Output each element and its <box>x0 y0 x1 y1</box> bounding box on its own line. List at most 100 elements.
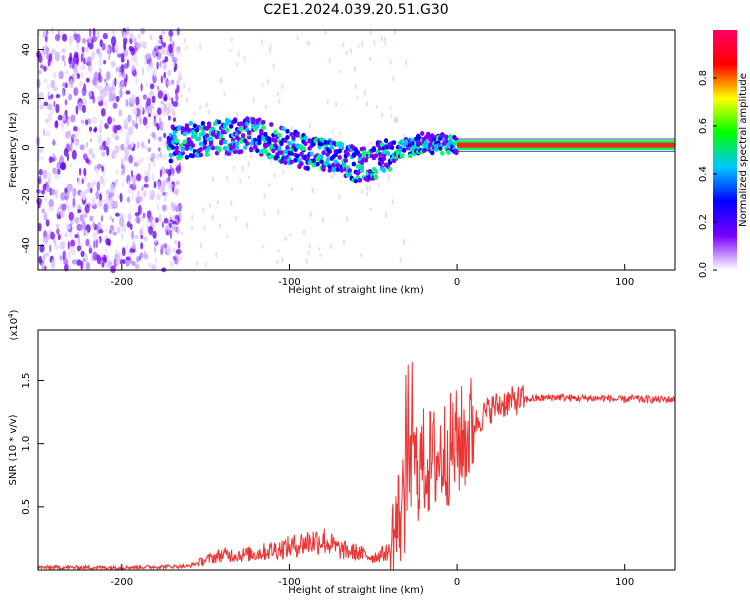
noise-speck <box>180 256 183 261</box>
noise-speck <box>73 87 79 96</box>
noise-speck <box>157 181 161 190</box>
noise-speck <box>109 183 115 194</box>
noise-speck <box>85 189 90 194</box>
noise-speck <box>61 122 64 131</box>
trace-speck <box>426 133 431 138</box>
trace-speck <box>293 147 298 152</box>
noise-speck <box>149 83 155 90</box>
noise-speck <box>62 82 66 88</box>
noise-speck <box>79 191 84 199</box>
noise-speck <box>137 159 142 166</box>
noise-speck <box>173 100 179 108</box>
trace-speck <box>391 140 397 146</box>
trace-speck <box>357 153 363 158</box>
noise-speck <box>43 101 49 107</box>
noise-speck <box>328 57 331 64</box>
noise-speck <box>261 82 264 87</box>
noise-speck <box>89 244 92 249</box>
noise-speck <box>167 92 170 99</box>
colorbar-tick-label: 0.6 <box>698 118 709 134</box>
trace-speck <box>172 129 177 135</box>
noise-speck <box>191 214 194 222</box>
trace-speck <box>383 138 389 144</box>
noise-speck <box>82 52 85 59</box>
noise-speck <box>121 181 125 187</box>
noise-speck <box>36 197 42 205</box>
colorbar-label: Normalized spectral amplitude <box>738 73 749 227</box>
noise-speck <box>162 204 167 212</box>
trace-speck <box>305 166 310 171</box>
trace-speck <box>222 139 228 145</box>
noise-speck <box>131 191 134 201</box>
noise-speck <box>160 75 163 84</box>
trace-speck <box>343 158 348 163</box>
noise-speck <box>38 54 43 64</box>
noise-speck <box>53 156 57 162</box>
noise-speck <box>82 208 85 215</box>
noise-speck <box>306 40 309 46</box>
noise-speck <box>172 224 177 233</box>
noise-speck <box>381 112 384 118</box>
noise-speck <box>291 186 294 192</box>
figure-title: C2E1.2024.039.20.51.G30 <box>263 2 448 18</box>
noise-speck <box>205 102 208 108</box>
trace-speck <box>289 159 294 165</box>
noise-speck <box>357 43 360 49</box>
snr-x-tick-label: 0 <box>454 577 460 588</box>
noise-speck <box>277 208 280 216</box>
trace-speck <box>283 160 288 166</box>
noise-speck <box>169 222 172 228</box>
noise-speck <box>80 250 85 258</box>
noise-speck <box>92 231 97 241</box>
trace-speck <box>184 154 190 160</box>
noise-speck <box>130 47 136 56</box>
noise-speck <box>84 229 88 236</box>
noise-speck <box>73 141 80 146</box>
colorbar-tick-label: 0.2 <box>698 214 709 230</box>
snr-panel: -200 -100 0 100 0.5 1.0 1.5 Height of straigh… <box>7 309 676 596</box>
snr-frame <box>37 329 676 571</box>
noise-speck <box>74 51 79 58</box>
noise-speck <box>155 217 159 224</box>
noise-speck <box>263 193 266 200</box>
noise-speck <box>37 148 44 153</box>
noise-speck <box>76 43 80 50</box>
noise-speck <box>131 174 137 183</box>
trace-speck <box>295 153 300 159</box>
trace-speck <box>202 139 208 145</box>
trace-speck <box>319 154 324 160</box>
noise-speck <box>233 166 235 170</box>
noise-speck <box>161 46 164 55</box>
noise-speck <box>338 131 341 136</box>
trace-speck <box>273 130 278 135</box>
colorbar-ticks: 0.0 0.2 0.4 0.6 0.8 <box>698 70 717 278</box>
trace-speck <box>321 167 326 172</box>
snr-x-tick-label: 100 <box>615 577 634 588</box>
noise-speck <box>116 226 121 234</box>
noise-speck <box>247 175 250 180</box>
trace-speck <box>448 134 453 139</box>
noise-speck <box>143 183 149 188</box>
noise-speck <box>183 82 186 89</box>
trace-speck <box>168 158 173 164</box>
noise-speck <box>208 202 211 208</box>
noise-speck <box>193 112 196 116</box>
noise-speck <box>42 169 48 180</box>
noise-speck <box>230 200 233 207</box>
noise-speck <box>137 190 140 196</box>
noise-speck <box>106 46 110 52</box>
noise-speck <box>175 180 180 186</box>
noise-speck <box>48 206 54 212</box>
noise-speck <box>45 35 48 43</box>
noise-speck <box>373 39 376 46</box>
noise-speck <box>152 159 156 167</box>
noise-speck <box>383 36 386 43</box>
noise-speck <box>216 199 219 206</box>
noise-speck <box>74 216 80 225</box>
noise-speck <box>123 49 129 57</box>
noise-speck <box>69 35 72 45</box>
noise-speck <box>109 86 115 92</box>
noise-speck <box>86 141 89 148</box>
noise-speck <box>346 216 348 222</box>
noise-speck <box>71 259 78 265</box>
